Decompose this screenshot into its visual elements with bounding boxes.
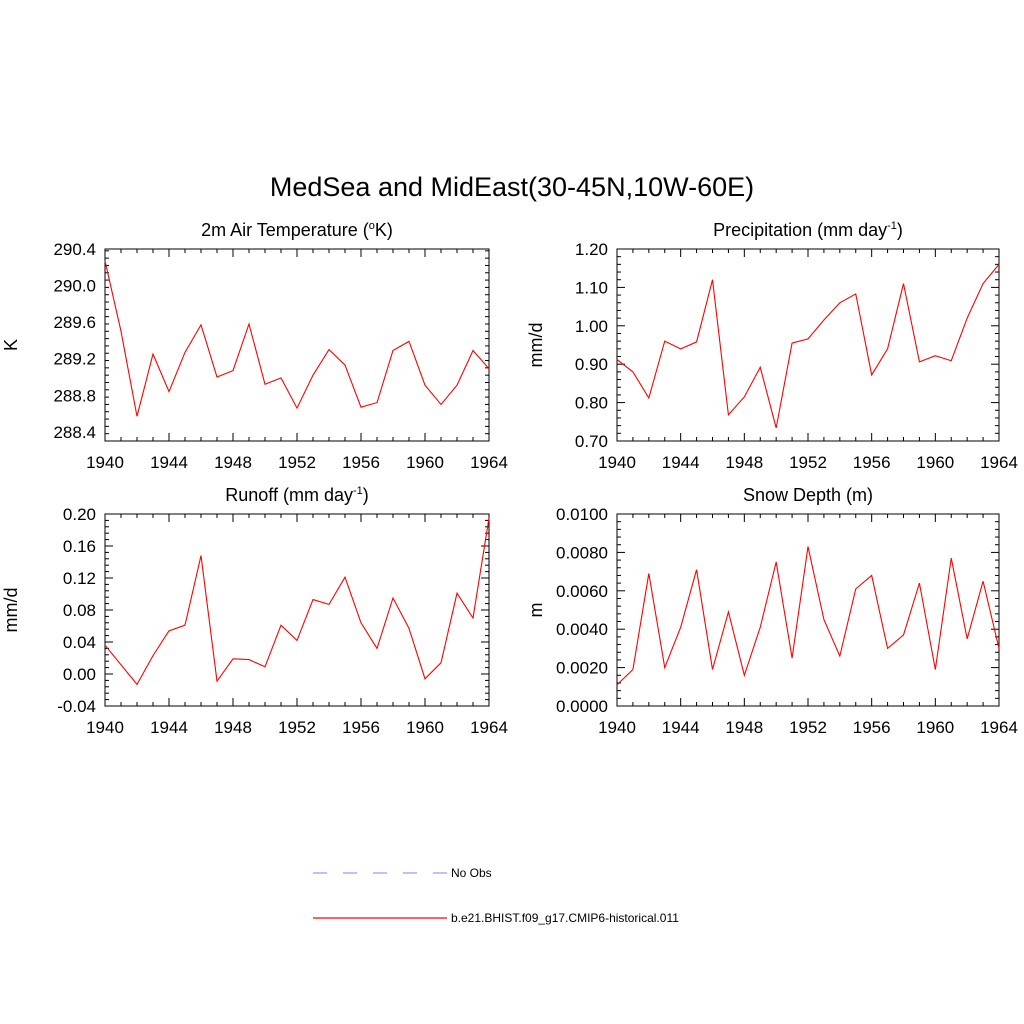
panel-runoff-ytick-label: 0.20 xyxy=(63,505,96,524)
panel-runoff-frame xyxy=(104,513,490,707)
panel-runoff-xtick-label: 1940 xyxy=(86,718,124,737)
panel-snow-depth-ytick-label: 0.0040 xyxy=(556,620,608,639)
panel-runoff-title: Runoff (mm day-1) xyxy=(225,485,369,505)
panel-runoff-ytick-label: 0.12 xyxy=(63,569,96,588)
panel-precipitation-ytick-label: 0.80 xyxy=(575,394,608,413)
panel-precipitation-xtick-label: 1944 xyxy=(662,453,700,472)
panel-runoff-ytick-label: 0.16 xyxy=(63,537,96,556)
panel-runoff-series-line xyxy=(104,517,490,686)
panel-air-temperature-ylabel: K xyxy=(1,339,21,351)
panel-air-temperature-ytick-label: 288.4 xyxy=(53,423,96,442)
panel-air-temperature-ytick-label: 288.8 xyxy=(53,386,96,405)
panel-runoff-ytick-label: 0.00 xyxy=(63,665,96,684)
panel-snow-depth-ytick-label: 0.0060 xyxy=(556,582,608,601)
panel-runoff-ytick-label: -0.04 xyxy=(57,697,96,716)
panel-snow-depth-xtick-label: 1960 xyxy=(916,718,954,737)
panel-air-temperature-xtick-label: 1944 xyxy=(150,453,188,472)
panel-runoff-xtick-label: 1952 xyxy=(278,718,316,737)
panel-runoff-xtick-label: 1964 xyxy=(470,718,508,737)
panel-snow-depth-xtick-label: 1944 xyxy=(662,718,700,737)
panel-snow-depth-xtick-label: 1952 xyxy=(789,718,827,737)
panel-air-temperature-title-rest: K) xyxy=(375,220,393,240)
panel-precipitation-ytick-label: 0.90 xyxy=(575,355,608,374)
panel-runoff-title-rest: ) xyxy=(363,485,369,505)
legend-obs-label: No Obs xyxy=(451,866,492,880)
panel-snow-depth-ytick-label: 0.0020 xyxy=(556,659,608,678)
panel-air-temperature-ytick-label: 289.2 xyxy=(53,350,96,369)
panel-runoff-title-sup: -1 xyxy=(353,485,363,497)
panel-precipitation: 1940 1944 1948 1952 1956 1960 1964 0.70 0.80 0.90… xyxy=(526,220,1018,472)
panel-air-temperature-frame xyxy=(104,248,490,442)
panel-precipitation-xtick-label: 1952 xyxy=(789,453,827,472)
panel-runoff-ylabel: mm/d xyxy=(1,588,21,633)
panel-runoff-xtick-label: 1948 xyxy=(214,718,252,737)
panel-snow-depth-xtick-label: 1964 xyxy=(980,718,1018,737)
panel-snow-depth-xtick-label: 1948 xyxy=(725,718,763,737)
panel-precipitation-title-sup: -1 xyxy=(887,220,897,232)
legend: No Obs b.e21.BHIST.f09_g17.CMIP6-histori… xyxy=(313,866,679,925)
panel-runoff-ytick-label: 0.08 xyxy=(63,601,96,620)
panel-snow-depth-xtick-label: 1956 xyxy=(853,718,891,737)
panel-air-temperature-xtick-label: 1952 xyxy=(278,453,316,472)
panel-air-temperature-ytick-label: 289.6 xyxy=(53,313,96,332)
panel-air-temperature-xtick-label: 1960 xyxy=(406,453,444,472)
panel-runoff-title-main: Runoff (mm day xyxy=(225,485,353,505)
panel-air-temperature-ytick-label: 290.4 xyxy=(53,240,96,259)
panel-air-temperature-xtick-label: 1940 xyxy=(86,453,124,472)
panel-air-temperature-xtick-label: 1956 xyxy=(342,453,380,472)
panel-air-temperature-title-sup: o xyxy=(369,220,375,232)
panel-precipitation-ytick-label: 0.70 xyxy=(575,432,608,451)
panel-air-temperature-title: 2m Air Temperature (oK) xyxy=(201,220,393,240)
panel-runoff-xtick-label: 1960 xyxy=(406,718,444,737)
panel-precipitation-title-main: Precipitation (mm day xyxy=(713,220,887,240)
panel-runoff: 1940 1944 1948 1952 1956 1960 1964 -0.04 0.00 0.0… xyxy=(1,485,508,737)
panel-precipitation-title-rest: ) xyxy=(897,220,903,240)
panel-precipitation-title: Precipitation (mm day-1) xyxy=(713,220,903,240)
panel-precipitation-ytick-label: 1.20 xyxy=(575,240,608,259)
panel-snow-depth-xtick-label: 1940 xyxy=(598,718,636,737)
panel-snow-depth-ytick-label: 0.0080 xyxy=(556,543,608,562)
panel-precipitation-ylabel: mm/d xyxy=(526,323,546,368)
panels: 1940 1944 1948 1952 1956 1960 1964 288.4 288.8 28… xyxy=(1,220,1018,737)
panel-precipitation-ytick-label: 1.10 xyxy=(575,278,608,297)
panel-air-temperature-xtick-label: 1964 xyxy=(470,453,508,472)
panel-precipitation-frame xyxy=(616,248,1000,442)
panel-runoff-ytick-label: 0.04 xyxy=(63,633,96,652)
panel-snow-depth-ylabel: m xyxy=(526,603,546,618)
legend-model-label: b.e21.BHIST.f09_g17.CMIP6-historical.011 xyxy=(451,911,679,925)
panel-air-temperature-xtick-label: 1948 xyxy=(214,453,252,472)
panel-runoff-xtick-label: 1956 xyxy=(342,718,380,737)
panel-precipitation-xtick-label: 1940 xyxy=(598,453,636,472)
panel-snow-depth-title-main: Snow Depth (m) xyxy=(743,485,873,505)
panel-snow-depth-series-line xyxy=(616,546,1000,686)
panel-air-temperature: 1940 1944 1948 1952 1956 1960 1964 288.4 288.8 28… xyxy=(1,220,508,472)
panel-runoff-xtick-label: 1944 xyxy=(150,718,188,737)
panel-air-temperature-title-main: 2m Air Temperature ( xyxy=(201,220,369,240)
panel-precipitation-ytick-label: 1.00 xyxy=(575,317,608,336)
panel-snow-depth-frame xyxy=(616,513,1000,707)
panel-precipitation-xtick-label: 1964 xyxy=(980,453,1018,472)
main-title: MedSea and MidEast(30-45N,10W-60E) xyxy=(270,172,754,202)
panel-precipitation-xtick-label: 1948 xyxy=(725,453,763,472)
panel-precipitation-xtick-label: 1960 xyxy=(916,453,954,472)
panel-snow-depth: 1940 1944 1948 1952 1956 1960 1964 0.0000 0.0020… xyxy=(526,485,1018,737)
panel-snow-depth-ytick-label: 0.0000 xyxy=(556,697,608,716)
panel-air-temperature-ytick-label: 290.0 xyxy=(53,277,96,296)
panel-air-temperature-series-line xyxy=(104,260,490,417)
panel-snow-depth-ytick-label: 0.0100 xyxy=(556,505,608,524)
panel-snow-depth-title: Snow Depth (m) xyxy=(743,485,873,505)
panel-precipitation-xtick-label: 1956 xyxy=(853,453,891,472)
panel-precipitation-series-line xyxy=(616,264,1000,429)
